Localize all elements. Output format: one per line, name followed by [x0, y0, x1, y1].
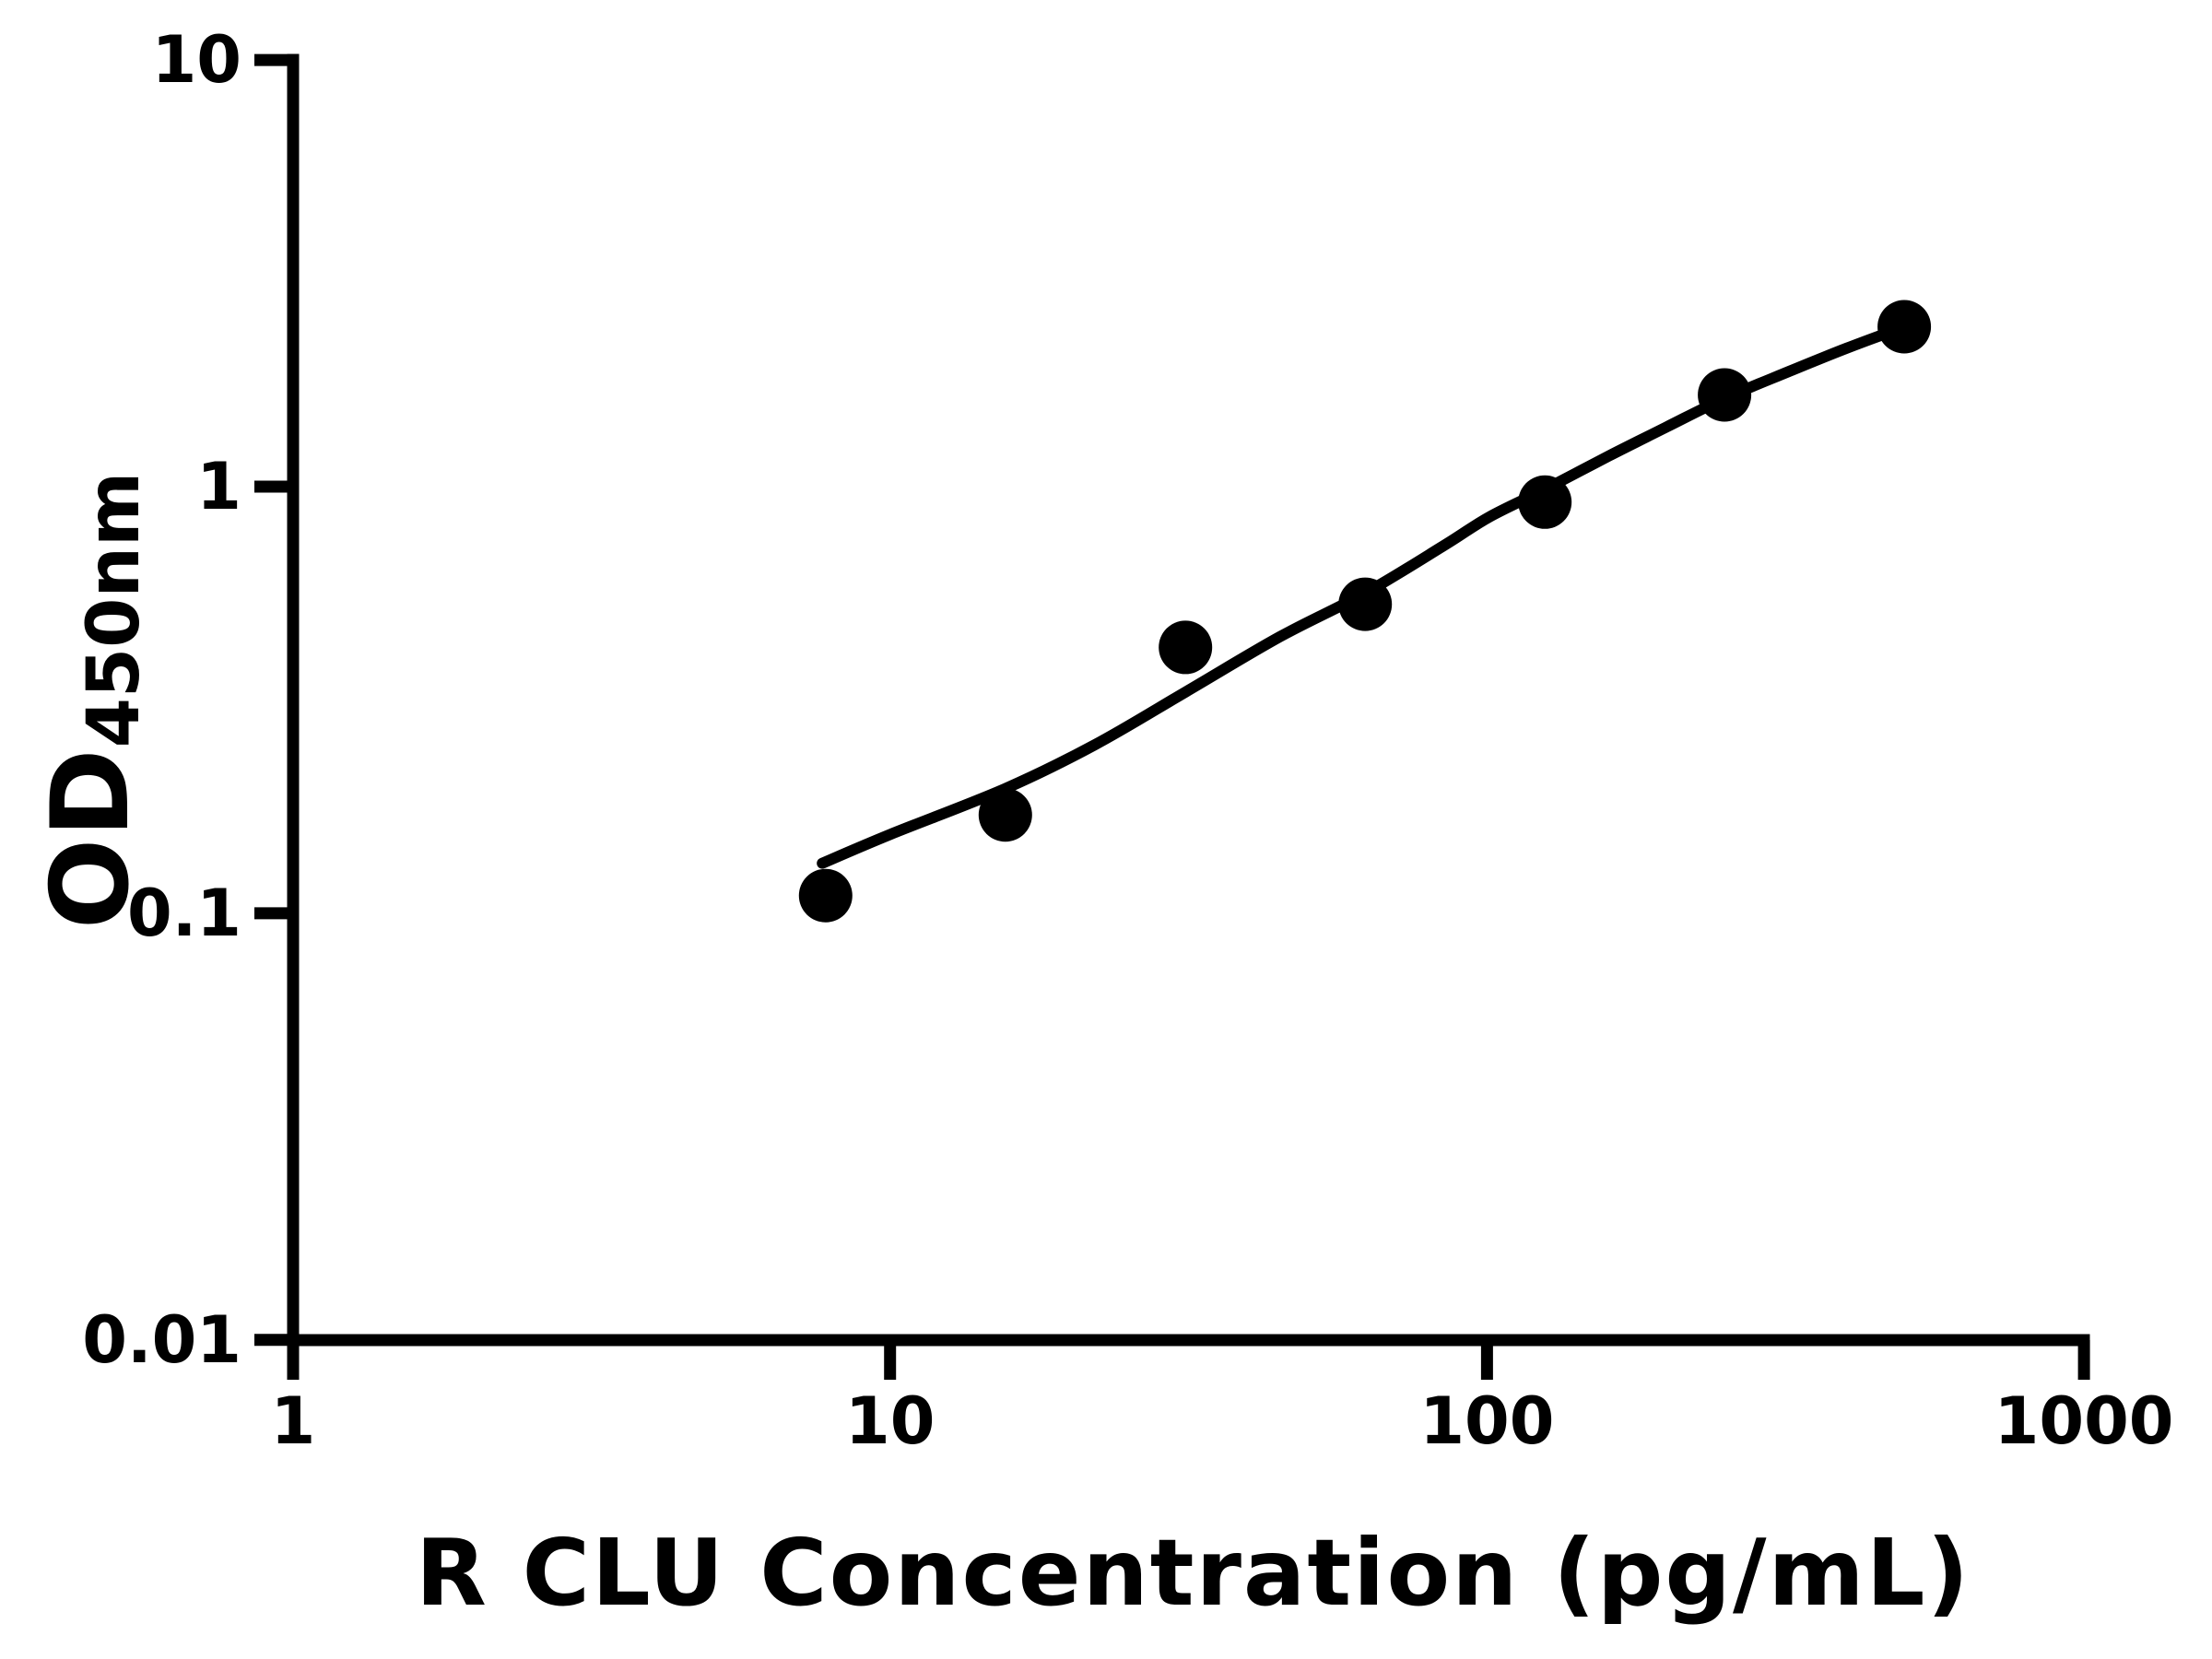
y-tick-label: 10	[152, 22, 241, 98]
data-point	[1698, 368, 1752, 422]
y-axis-title-subscript: 450nm	[73, 471, 156, 748]
data-point	[1877, 300, 1932, 354]
y-axis-title-base: OD	[29, 747, 153, 930]
data-point	[1159, 620, 1213, 675]
x-tick-label: 1000	[1994, 1383, 2174, 1459]
x-tick-label: 10	[845, 1383, 935, 1459]
y-axis-title: OD450nm	[29, 472, 156, 930]
x-tick-label: 100	[1419, 1383, 1554, 1459]
y-tick-label: 0.01	[82, 1302, 241, 1378]
data-point	[1518, 475, 1572, 529]
y-tick-label: 1	[196, 449, 241, 524]
y-tick-label: 0.1	[127, 876, 241, 951]
data-point	[798, 868, 853, 923]
data-point	[978, 788, 1032, 842]
x-axis-title: R CLU Concentration (pg/mL)	[415, 1519, 1971, 1627]
x-tick-label: 1	[271, 1383, 316, 1459]
data-point	[1338, 577, 1393, 631]
